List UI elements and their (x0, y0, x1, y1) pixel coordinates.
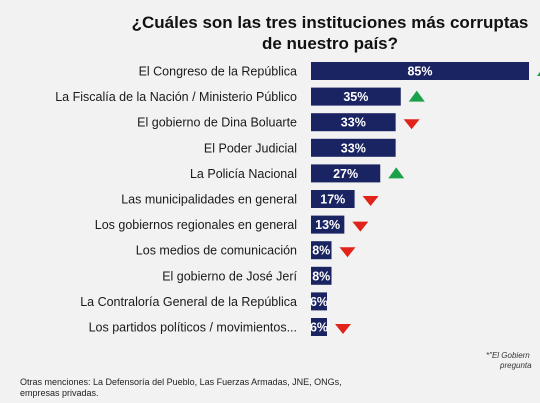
value-label: 27% (333, 167, 358, 181)
category-label: El gobierno de José Jerí (162, 269, 297, 283)
category-label: El Poder Judicial (204, 141, 297, 155)
side-note: *"El Gobiern pregunta (486, 351, 540, 371)
bar (311, 87, 401, 106)
value-label: 13% (315, 218, 340, 232)
chart-title: ¿Cuáles son las tres instituciones más c… (131, 13, 529, 53)
trend-down-icon (352, 221, 369, 232)
value-label: 6% (310, 321, 328, 335)
category-label: Los gobiernos regionales en general (95, 218, 297, 232)
category-label: La Policía Nacional (190, 167, 297, 181)
category-label: El gobierno de Dina Boluarte (137, 116, 297, 130)
value-label: 33% (341, 116, 366, 130)
value-label: 6% (310, 295, 328, 309)
trend-up-icon (537, 71, 540, 76)
bar (311, 318, 327, 336)
bar (311, 266, 332, 285)
bar (311, 292, 327, 311)
bar (311, 138, 396, 157)
trend-down-icon (362, 196, 379, 206)
bar (311, 241, 332, 260)
value-label: 17% (320, 193, 345, 207)
value-label: 35% (343, 90, 368, 104)
trend-up-icon (408, 90, 425, 102)
bar (311, 190, 355, 208)
trend-up-icon (388, 167, 405, 179)
category-label: La Contraloría General de la República (80, 295, 297, 309)
trend-down-icon (403, 119, 420, 130)
value-label: 8% (312, 269, 330, 283)
category-label: La Fiscalía de la Nación / Ministerio Pú… (55, 90, 297, 104)
side-note-line-2: pregunta (500, 361, 532, 370)
bar (311, 215, 345, 234)
value-label: 85% (407, 65, 432, 79)
bar (311, 164, 381, 183)
bar (311, 113, 396, 132)
bar (311, 62, 529, 80)
category-label: Los partidos políticos / movimientos... (89, 321, 297, 335)
trend-down-icon (335, 324, 351, 334)
category-label: Los medios de comunicación (136, 244, 297, 258)
footnote: Otras menciones: La Defensoría del Puebl… (20, 377, 342, 398)
category-label: Las municipalidades en general (121, 193, 297, 207)
side-note-line-1: *"El Gobiern (486, 351, 530, 360)
value-label: 33% (341, 141, 366, 155)
trend-down-icon (339, 247, 356, 258)
value-label: 8% (312, 244, 330, 258)
category-label: El Congreso de la República (139, 65, 297, 79)
